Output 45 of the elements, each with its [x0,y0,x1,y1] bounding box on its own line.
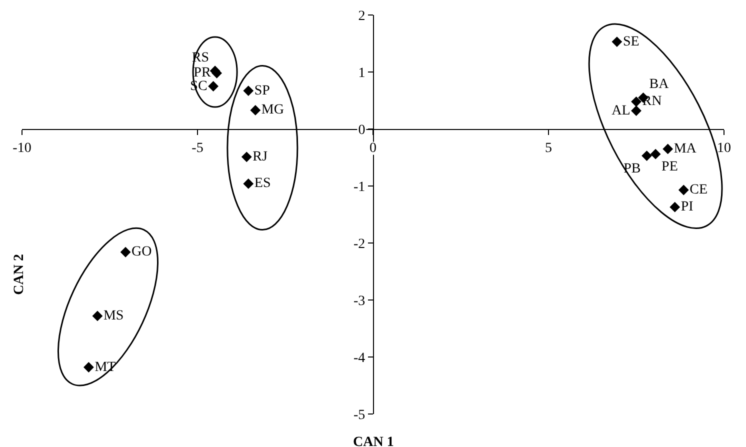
x-tick-label: 5 [545,140,552,156]
y-tick-label: -1 [354,180,366,195]
point [243,178,254,189]
y-tick-label: -5 [354,408,366,423]
series-label: CE [690,182,708,198]
point [650,148,661,160]
series-label: GO [132,244,152,260]
point [92,310,103,322]
point [678,184,689,196]
y-axis-title: CAN 2 [12,254,28,295]
series-label: PR [194,66,212,81]
series-label: SP [254,83,270,98]
series-label: PI [680,200,694,215]
y-tick-label: 1 [358,66,366,81]
y-tick-label: 0 [358,122,366,138]
x-tick-label: 0 [370,140,376,156]
point [120,246,131,258]
series-label: BA [649,77,670,92]
point [208,81,218,92]
series-label: AL [612,103,630,118]
series-label: RJ [252,149,268,164]
series-label: MA [674,141,698,156]
x-tick-label: 10 [717,140,731,156]
point [250,104,261,116]
point [612,36,622,47]
point [631,106,642,116]
x-tick-label: -5 [192,140,204,156]
series-label: PE [662,160,678,175]
point [241,152,252,162]
series-label: ES [254,176,271,192]
point [642,150,652,161]
y-tick-label: -4 [354,350,366,366]
point [662,144,674,154]
series-label: SE [622,34,640,50]
y-tick-label: -3 [354,294,366,309]
series-label: MS [103,308,124,324]
point [83,362,94,372]
x-axis-title: CAN 1 [353,435,394,447]
point [243,86,254,96]
y-tick-label: 2 [358,8,366,24]
point [670,202,680,212]
y-tick-label: -2 [354,236,366,252]
point [631,96,642,107]
x-tick-label: -10 [12,140,32,156]
series-label: MG [261,102,284,118]
